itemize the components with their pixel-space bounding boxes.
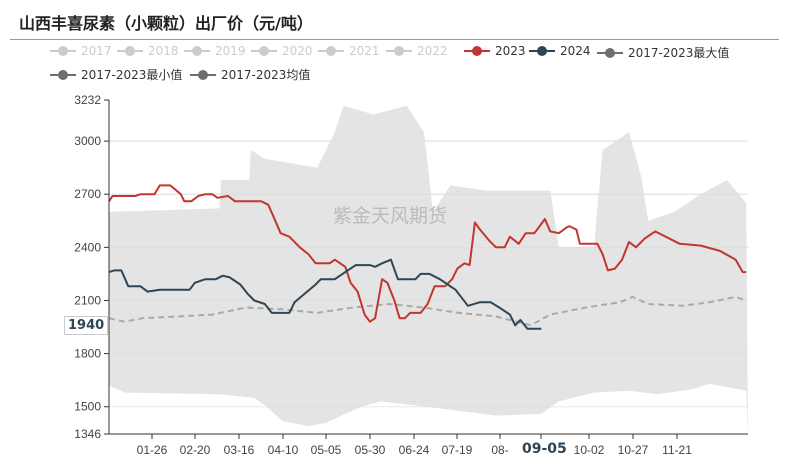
series-2017-2023均值 xyxy=(108,295,747,327)
legend-label: 2022 xyxy=(417,44,448,58)
chart-title: 山西丰喜尿素（小颗粒）出厂价（元/吨） xyxy=(19,14,313,33)
legend-marker-icon xyxy=(529,46,555,56)
legend-item-2017[interactable]: 2017 xyxy=(50,44,112,58)
y-tick-label: 2700 xyxy=(74,187,101,201)
x-tick-label: 01-26 xyxy=(137,443,168,457)
series-2017-2023最大值 xyxy=(109,105,748,434)
y-tick-label: 1346 xyxy=(74,427,101,441)
y-tick-label: 3000 xyxy=(74,134,101,148)
x-tick-label: 10-27 xyxy=(618,443,649,457)
legend-label: 2017 xyxy=(81,44,112,58)
legend-item-2021[interactable]: 2021 xyxy=(318,44,380,58)
legend-item-2023[interactable]: 2023 xyxy=(464,44,526,58)
x-tick-label: 03-16 xyxy=(224,443,255,457)
legend-label: 2023 xyxy=(495,44,526,58)
legend-label: 2021 xyxy=(349,44,380,58)
legend-item-2017-2023均值[interactable]: 2017-2023均值 xyxy=(190,66,310,83)
legend-label: 2024 xyxy=(560,44,591,58)
legend-item-2022[interactable]: 2022 xyxy=(386,44,448,58)
y-tick-label: 1800 xyxy=(74,347,101,361)
y-pointer-label: 1940 xyxy=(64,316,109,335)
x-tick-label: 02-20 xyxy=(180,443,211,457)
x-tick-label: 05-05 xyxy=(311,443,342,457)
legend-label: 2017-2023最小值 xyxy=(81,68,183,82)
legend-item-2017-2023最大值[interactable]: 2017-2023最大值 xyxy=(597,44,729,61)
legend-label: 2019 xyxy=(215,44,246,58)
legend-item-2018[interactable]: 2018 xyxy=(117,44,179,58)
legend-item-2017-2023最小值[interactable]: 2017-2023最小值 xyxy=(50,66,182,83)
legend-marker-icon xyxy=(386,46,412,56)
legend-marker-icon xyxy=(464,46,490,56)
x-tick-label: 11-21 xyxy=(662,443,692,457)
y-tick-label: 2100 xyxy=(74,293,101,307)
x-pointer-label: 09-05 xyxy=(522,441,567,457)
legend-label: 2020 xyxy=(282,44,313,58)
legend-label: 2018 xyxy=(148,44,179,58)
legend-item-2019[interactable]: 2019 xyxy=(184,44,246,58)
series-2024 xyxy=(108,258,542,330)
legend-item-2024[interactable]: 2024 xyxy=(529,44,591,58)
series-2023 xyxy=(108,184,747,323)
legend-marker-icon xyxy=(50,69,76,80)
y-tick-label: 2400 xyxy=(74,240,101,254)
x-tick-label: 07-19 xyxy=(442,443,473,457)
x-tick-label: 10-02 xyxy=(574,443,605,457)
watermark: 紫金天风期货 xyxy=(333,205,447,227)
x-tick-label: 08- xyxy=(491,443,508,457)
legend-marker-icon xyxy=(251,46,277,56)
y-tick-label: 1500 xyxy=(74,400,101,414)
legend-label: 2017-2023均值 xyxy=(221,68,311,82)
legend-marker-icon xyxy=(50,46,76,56)
x-tick-label: 05-30 xyxy=(355,443,386,457)
legend-marker-icon xyxy=(597,47,623,58)
legend-marker-icon xyxy=(117,46,143,56)
x-tick-label: 04-10 xyxy=(268,443,299,457)
title-divider xyxy=(10,39,779,40)
legend-item-2020[interactable]: 2020 xyxy=(251,44,313,58)
series-2017-2023最小值 xyxy=(109,383,748,434)
legend-marker-icon xyxy=(184,46,210,56)
legend-label: 2017-2023最大值 xyxy=(628,46,730,60)
legend-marker-icon xyxy=(318,46,344,56)
legend-marker-icon xyxy=(190,69,216,80)
y-tick-label: 3232 xyxy=(74,93,101,107)
x-tick-label: 06-24 xyxy=(399,443,430,457)
